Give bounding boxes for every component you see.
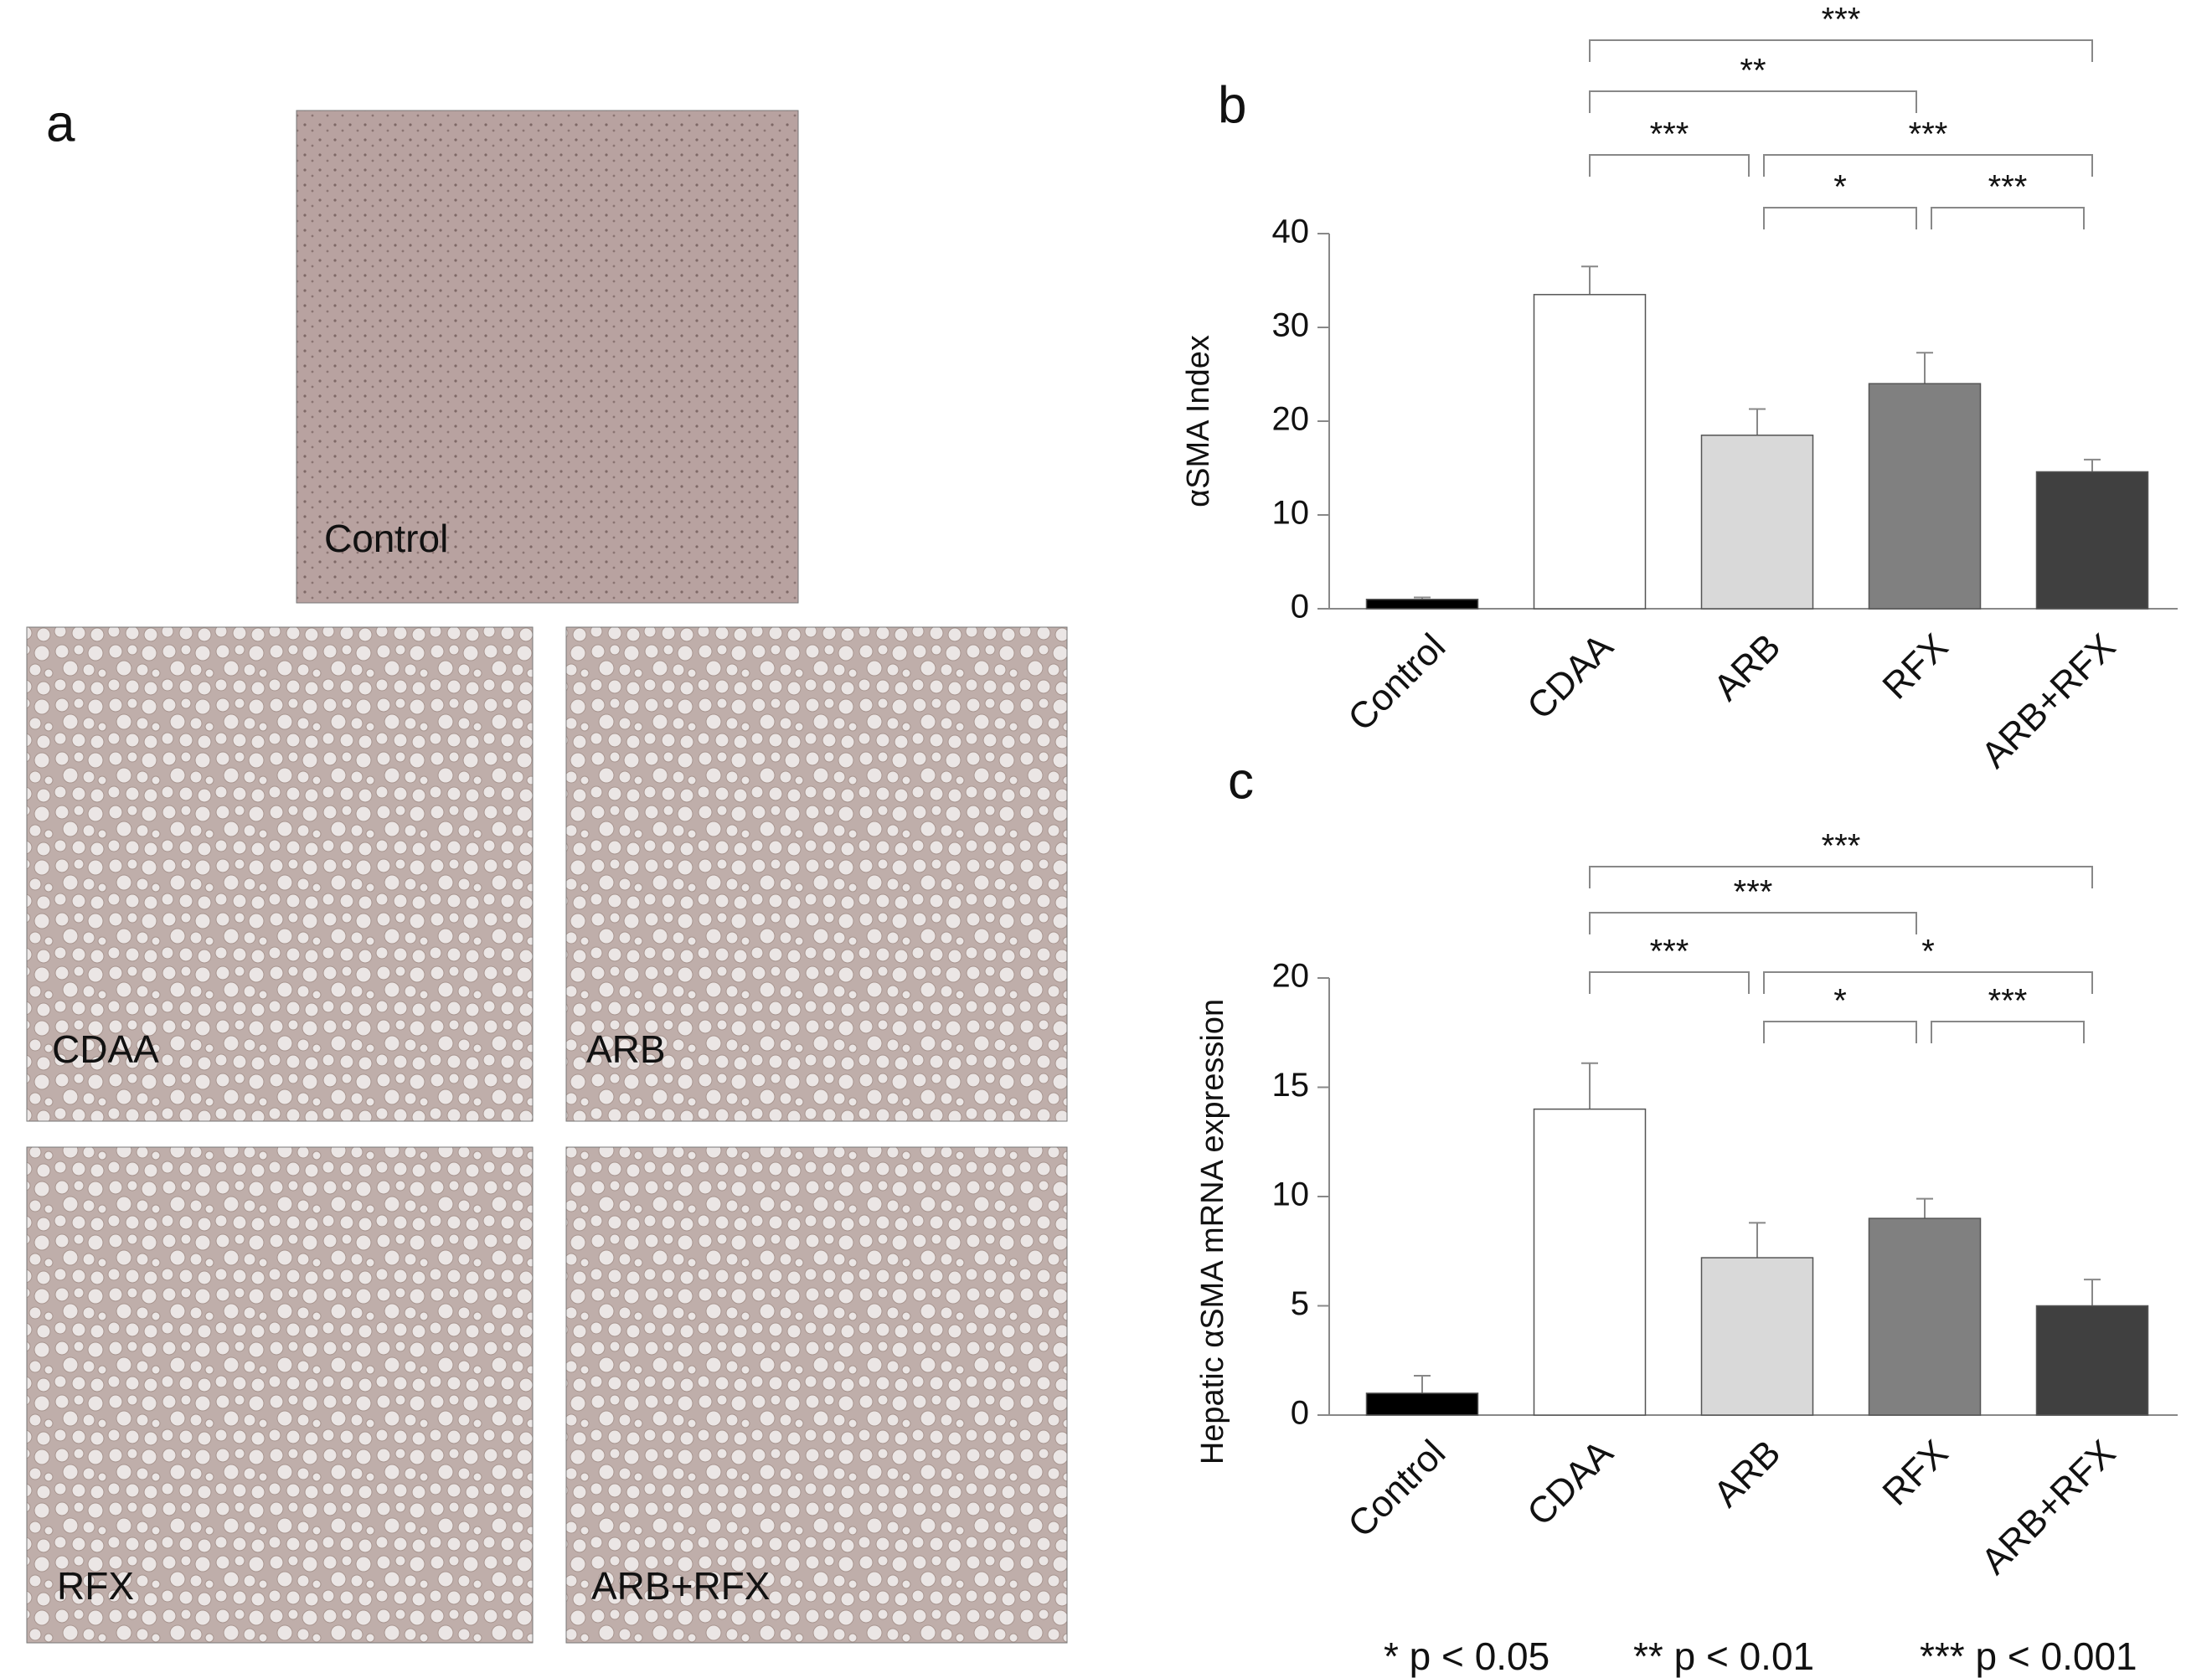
significance-bracket [1589,154,1750,177]
micrograph [565,1146,1068,1644]
y-tick-label: 20 [1272,958,1310,995]
significance-label: *** [1822,2,1861,39]
x-tick-label: ARB+RFX [1973,1433,2123,1583]
significance-bracket [1589,90,1917,113]
x-tick-label: Control [1340,626,1453,739]
significance-bracket [1589,971,1750,994]
x-tick-label: Control [1340,1433,1453,1546]
x-tick-label: RFX [1874,626,1956,708]
significance-bracket [1589,39,2093,62]
y-tick-label: 10 [1272,495,1310,532]
micrograph [26,626,534,1122]
bar [1868,1217,1982,1416]
micrograph-label: ARB+RFX [591,1564,770,1608]
significance-label: *** [1909,116,1948,153]
panel-label: c [1228,752,1254,810]
significance-label: * [1833,169,1847,206]
x-tick-label: ARB [1706,1433,1789,1516]
y-axis-label: αSMA Index [1181,335,1216,507]
significance-label: ** [1740,53,1766,90]
significance-bracket [1589,912,1917,934]
significance-label: *** [1650,934,1689,970]
micrograph [565,626,1068,1122]
y-tick-label: 0 [1291,589,1309,625]
x-tick-label: CDAA [1519,625,1622,728]
significance-label: *** [1988,983,2028,1020]
significance-label: * [1921,934,1935,970]
micrograph-label: ARB [586,1027,666,1071]
bar [1868,383,1982,610]
bar [2035,471,2149,610]
significance-label: * [1833,983,1847,1020]
bar [1365,599,1479,610]
y-tick-label: 0 [1291,1395,1309,1432]
micrograph-label: Control [324,517,448,560]
significance-bracket [1763,154,2093,177]
significance-bracket [1589,866,2093,888]
bar [1365,1392,1479,1416]
panel-label: b [1218,76,1246,134]
y-tick-label: 30 [1272,307,1310,344]
significance-bracket [1931,1021,2085,1043]
micrograph-label: CDAA [52,1027,159,1071]
panel-label: a [46,95,75,152]
y-tick-label: 5 [1291,1285,1309,1322]
significance-bracket [1763,971,2093,994]
x-tick-label: ARB+RFX [1973,626,2123,776]
significance-label: *** [1650,116,1689,153]
legend-entry: * p < 0.05 [1384,1634,1549,1678]
significance-bracket [1931,207,2085,229]
micrograph [26,1146,534,1644]
significance-label: *** [1822,828,1861,865]
x-tick-label: CDAA [1519,1432,1622,1534]
significance-label: *** [1734,874,1773,911]
micrograph [296,110,799,604]
legend-entry: ** p < 0.01 [1633,1634,1814,1678]
bar [1533,294,1647,610]
y-tick-label: 40 [1272,214,1310,250]
bar [1700,1257,1814,1416]
significance-bracket [1763,207,1917,229]
micrograph-label: RFX [57,1564,134,1608]
bar [1700,435,1814,610]
significance-bracket [1763,1021,1917,1043]
y-tick-label: 15 [1272,1067,1310,1104]
y-axis-label: Hepatic αSMA mRNA expression [1195,999,1230,1464]
bar [2035,1305,2149,1416]
y-tick-label: 10 [1272,1176,1310,1213]
x-tick-label: ARB [1706,626,1789,709]
x-tick-label: RFX [1874,1433,1956,1514]
bar [1533,1108,1647,1416]
significance-label: *** [1988,169,2028,206]
legend-entry: *** p < 0.001 [1920,1634,2137,1678]
y-tick-label: 20 [1272,401,1310,438]
